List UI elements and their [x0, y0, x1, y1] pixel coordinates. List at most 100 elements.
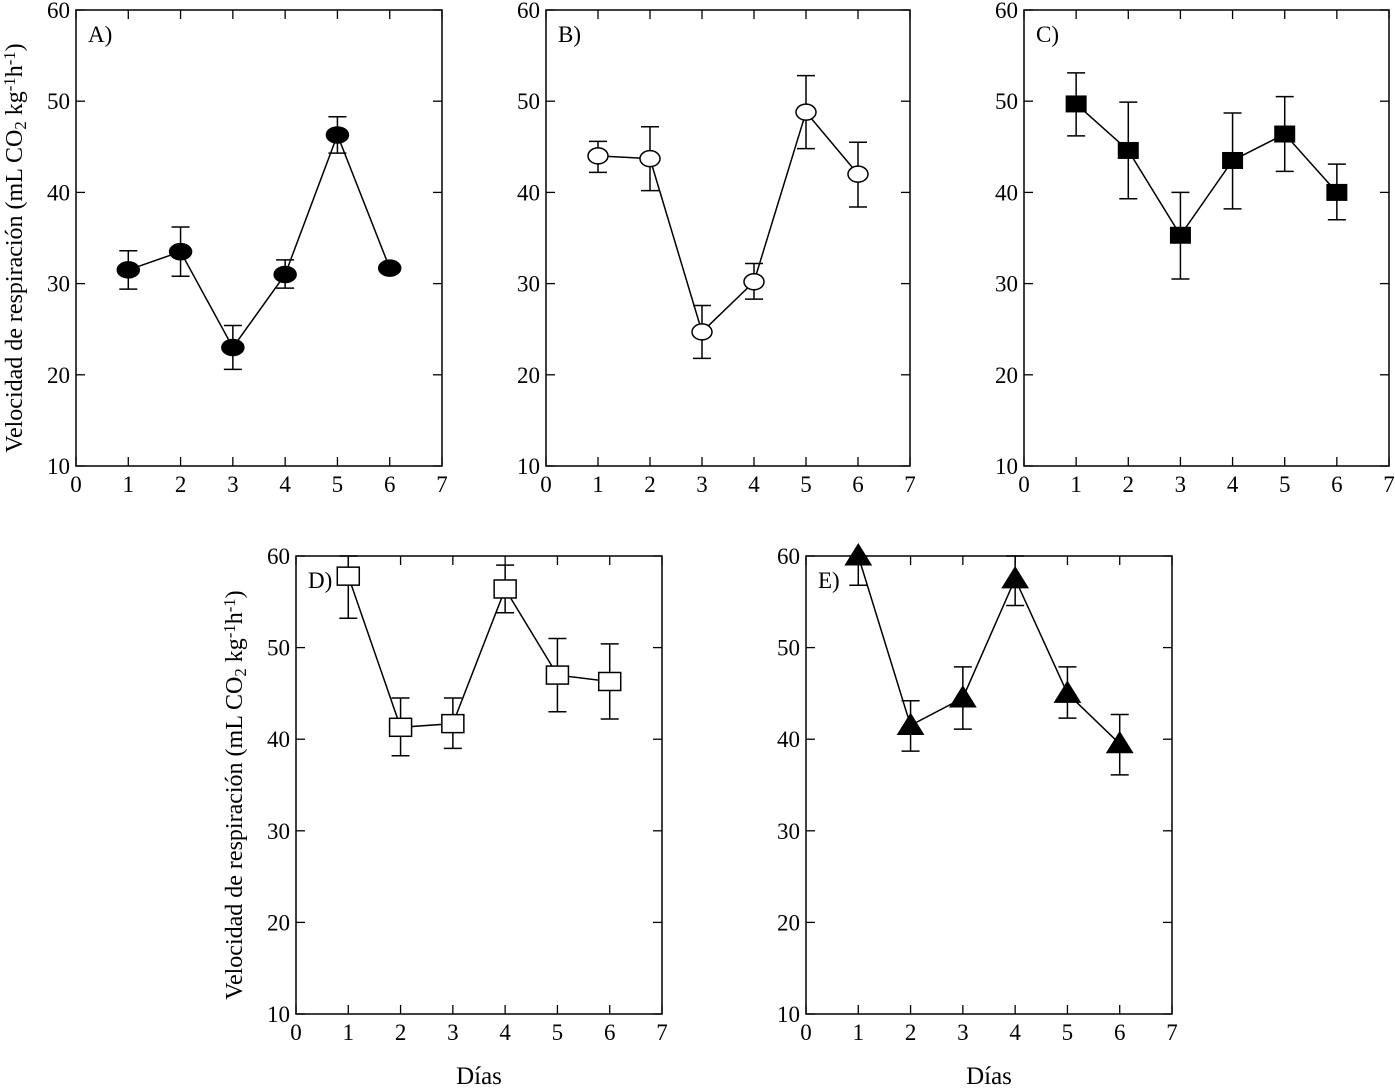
data-point-6: [847, 165, 869, 183]
y-tick-label: 50: [777, 636, 800, 661]
y-tick-label: 50: [995, 89, 1018, 114]
y-tick-label: 10: [995, 454, 1018, 479]
data-point-6: [1105, 730, 1134, 754]
series-line: [347, 575, 610, 729]
data-point-4: [273, 265, 297, 284]
data-point-1: [116, 261, 141, 279]
x-tick-label: 6: [384, 472, 396, 497]
data-point-6: [597, 671, 622, 692]
x-tick-label: 7: [656, 1020, 668, 1045]
x-tick-label: 0: [290, 1020, 302, 1045]
y-tick-label: 60: [995, 0, 1018, 23]
x-tick-label: 2: [175, 472, 187, 497]
panel-label: E): [818, 568, 840, 593]
y-axis-label-part-4: h: [2, 65, 28, 77]
data-point-4: [493, 579, 517, 599]
plot-frame: [805, 555, 1173, 1015]
x-tick-label: 3: [696, 472, 708, 497]
series-line: [1075, 103, 1338, 237]
x-tick-label: 6: [604, 1020, 616, 1045]
x-tick-label: 4: [279, 472, 291, 497]
x-tick-label: 1: [1070, 472, 1082, 497]
x-tick-label: 5: [1279, 472, 1291, 497]
chart-panel-b: 10 20 30 40 50 60 0 1 2 3 4 5 6 7 B): [517, 0, 916, 497]
y-tick-label: 60: [267, 544, 290, 569]
chart-panel-c: 10 20 30 40 50 60 0 1 2 3 4 5 6 7 C): [995, 0, 1395, 497]
x-tick-label: 2: [395, 1020, 407, 1045]
y-tick-label: 30: [995, 272, 1018, 297]
x-tick-label: 0: [540, 472, 552, 497]
data-point-1: [1065, 95, 1087, 113]
y-tick-label: 20: [777, 910, 800, 935]
y-tick-label: 60: [47, 0, 70, 23]
y-axis-label-part-6: ): [2, 43, 28, 51]
y-tick-label: 10: [47, 454, 70, 479]
data-point-6: [377, 259, 402, 277]
data-point-6: [1326, 183, 1348, 201]
x-tick-label: 0: [800, 1020, 812, 1045]
x-tick-label: 3: [447, 1020, 459, 1045]
panel-label: C): [1036, 22, 1059, 47]
x-tick-label: 4: [748, 472, 760, 497]
x-tick-label: 0: [1018, 472, 1030, 497]
panel-label: D): [308, 568, 332, 593]
x-tick-label: 1: [853, 1020, 865, 1045]
panel-label: A): [88, 22, 112, 47]
chart-panel-e: 10 20 30 40 50 60 0 1 2 3 4 5 6 7 E) Días: [777, 543, 1178, 1089]
x-tick-label: 3: [1175, 472, 1187, 497]
y-axis-label-part-5: -1: [0, 51, 19, 65]
data-point-4: [743, 273, 765, 291]
x-axis-label: Días: [456, 1063, 502, 1089]
x-tick-label: 5: [332, 472, 344, 497]
x-tick-label: 7: [1166, 1020, 1178, 1045]
data-point-2: [388, 717, 413, 738]
y-tick-label: 20: [517, 363, 540, 388]
x-tick-label: 2: [1123, 472, 1135, 497]
chart-panel-d: 10 20 30 40 50 60 0 1 2 3 4 5 6 7 D) Velocidad de respi…: [220, 544, 668, 1089]
y-tick-label: 40: [517, 180, 540, 205]
x-tick-label: 7: [904, 472, 916, 497]
y-tick-label: 30: [777, 819, 800, 844]
x-tick-label: 1: [123, 472, 135, 497]
error-bar-1: [339, 555, 358, 620]
plot-frame: [295, 555, 663, 1015]
x-tick-label: 6: [852, 472, 864, 497]
y-axis-label-part-2: kg: [222, 638, 248, 668]
y-tick-label: 50: [267, 636, 290, 661]
y-axis-label: Velocidad de respiración (mL CO2 kg-1h-1…: [0, 43, 30, 452]
data-point-1: [336, 566, 361, 586]
y-axis-label-part-2: kg: [2, 91, 28, 121]
data-point-5: [1053, 680, 1082, 703]
data-point-2: [1117, 141, 1139, 159]
x-tick-label: 2: [905, 1020, 917, 1045]
y-tick-label: 10: [267, 1002, 290, 1027]
data-point-4: [1001, 565, 1030, 589]
y-axis-label-part-0: Velocidad de respiración (mL CO: [222, 677, 248, 1000]
x-tick-label: 3: [957, 1020, 969, 1045]
chart-panel-a: 10 20 30 40 50 60 0 1 2 3 4 5 6 7 A) Velocidad de respi…: [0, 0, 448, 497]
y-axis-label-part-5: -1: [220, 598, 239, 612]
x-tick-label: 6: [1114, 1020, 1126, 1045]
data-point-5: [1274, 125, 1296, 143]
y-tick-label: 40: [47, 180, 70, 205]
plot-frame: [1023, 9, 1390, 467]
x-tick-label: 7: [436, 472, 448, 497]
y-tick-label: 10: [777, 1002, 800, 1027]
plot-frame: [75, 9, 443, 467]
x-axis-label: Días: [966, 1063, 1012, 1089]
y-axis-label-part-3: -1: [220, 624, 239, 638]
data-point-3: [691, 323, 713, 341]
series-line: [597, 110, 859, 334]
y-axis-label-part-0: Velocidad de respiración (mL CO: [2, 130, 28, 453]
y-tick-label: 40: [777, 727, 800, 752]
data-point-3: [441, 713, 465, 734]
y-axis-label-part-4: h: [222, 612, 248, 624]
x-tick-label: 4: [499, 1020, 511, 1045]
data-point-1: [844, 543, 873, 566]
plot-frame: [545, 9, 911, 467]
data-point-5: [325, 126, 350, 144]
x-tick-label: 5: [1062, 1020, 1074, 1045]
x-tick-label: 5: [800, 472, 812, 497]
series-line: [128, 132, 391, 349]
